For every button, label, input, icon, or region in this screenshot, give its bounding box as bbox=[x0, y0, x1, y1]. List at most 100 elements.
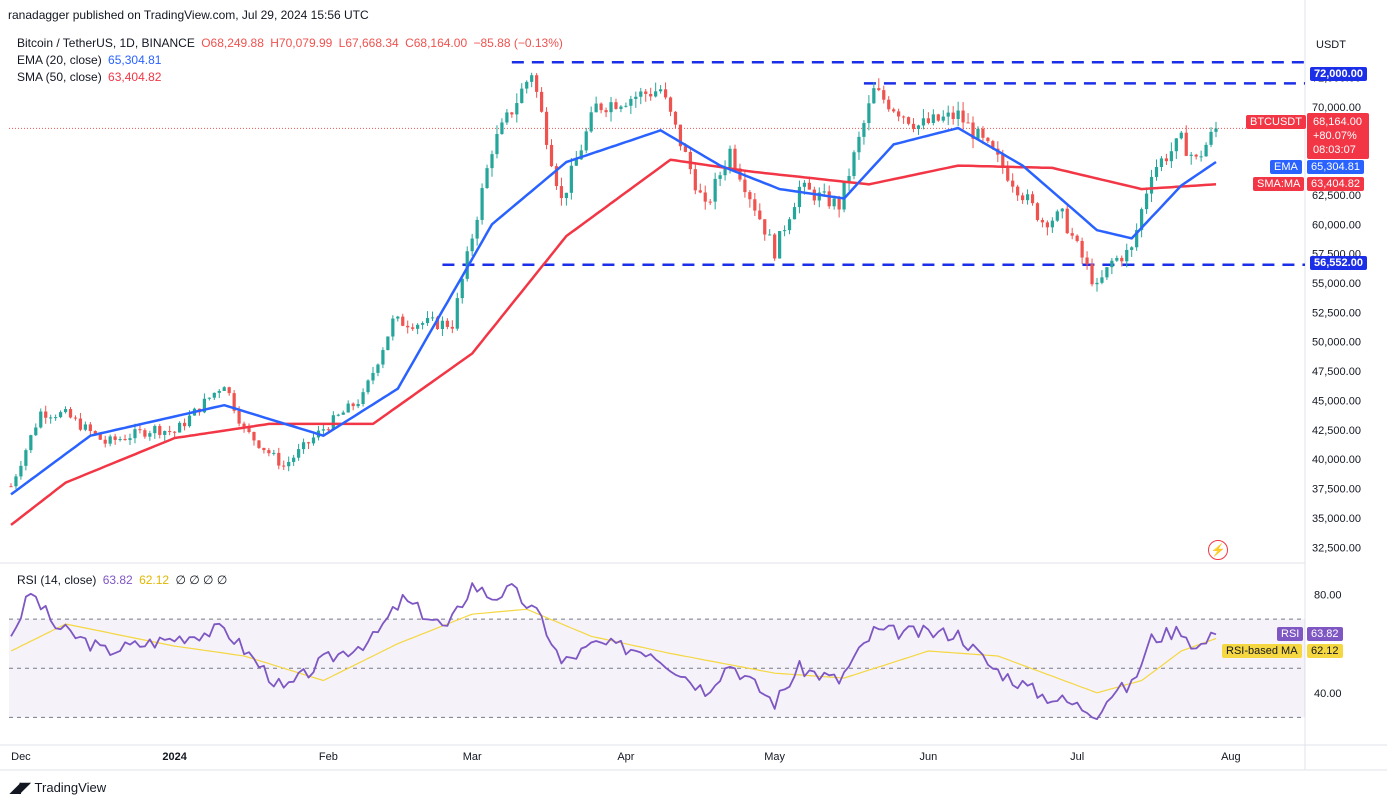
rsi-legend-extra: ∅ ∅ ∅ ∅ bbox=[175, 573, 228, 587]
candle-body bbox=[118, 439, 122, 441]
candle-body bbox=[981, 128, 985, 138]
time-tick-2: Feb bbox=[319, 751, 338, 763]
candle-body bbox=[926, 118, 930, 123]
btc-symbol-tag: BTCUSDT bbox=[1246, 115, 1306, 129]
rsi-legend[interactable]: RSI (14, close) 63.82 62.12 ∅ ∅ ∅ ∅ bbox=[17, 573, 227, 587]
candle-body bbox=[1055, 211, 1059, 221]
candle-body bbox=[1214, 128, 1218, 132]
candle-body bbox=[733, 148, 737, 169]
candle-body bbox=[658, 89, 663, 92]
candle-body bbox=[78, 418, 83, 430]
candle-body bbox=[544, 111, 549, 145]
candle-body bbox=[941, 116, 945, 121]
candle-body bbox=[341, 412, 345, 415]
candle-body bbox=[465, 251, 469, 279]
candle-body bbox=[505, 112, 509, 123]
candle-body bbox=[604, 110, 608, 113]
time-tick-4: Apr bbox=[617, 751, 634, 763]
candle-body bbox=[445, 320, 449, 327]
candle-body bbox=[148, 433, 152, 437]
candle-body bbox=[663, 89, 668, 98]
candle-body bbox=[475, 219, 479, 239]
candle-body bbox=[153, 426, 157, 434]
price-tick-1: 35,000.00 bbox=[1312, 513, 1361, 525]
candle-body bbox=[1035, 203, 1040, 220]
candle-body bbox=[1115, 257, 1119, 261]
currency-label[interactable]: USDT bbox=[1316, 39, 1346, 51]
candle-body bbox=[331, 415, 335, 430]
ema20-line bbox=[10, 126, 1217, 496]
candle-body bbox=[1075, 235, 1079, 241]
candle-body bbox=[753, 199, 757, 211]
candle-body bbox=[1154, 166, 1159, 177]
sma-tag-label: SMA:MA bbox=[1253, 177, 1305, 191]
candle-body bbox=[212, 392, 216, 398]
candle-body bbox=[138, 429, 142, 431]
candle-body bbox=[1184, 132, 1188, 156]
candle-body bbox=[133, 429, 137, 439]
candle-body bbox=[906, 117, 911, 124]
candle-body bbox=[1194, 154, 1198, 157]
candle-body bbox=[827, 191, 831, 207]
candle-body bbox=[763, 219, 767, 235]
candle-body bbox=[539, 91, 544, 112]
price-tick-3: 40,000.00 bbox=[1312, 454, 1361, 466]
candle-body bbox=[862, 123, 866, 137]
candle-body bbox=[351, 403, 355, 407]
candle-body bbox=[346, 403, 350, 413]
candle-body bbox=[782, 230, 787, 232]
rsi-line bbox=[10, 582, 1217, 720]
ema-tag-label: EMA bbox=[1270, 160, 1302, 174]
tradingview-logo[interactable]: ◢◤ TradingView bbox=[10, 779, 106, 796]
candle-body bbox=[778, 231, 782, 259]
candle-body bbox=[743, 179, 747, 193]
rsi-tag-value: 63.82 bbox=[1307, 627, 1343, 641]
candle-body bbox=[227, 387, 231, 394]
candle-body bbox=[123, 439, 127, 441]
candle-body bbox=[1095, 282, 1099, 285]
sma-legend[interactable]: SMA (50, close) 63,404.82 bbox=[17, 70, 161, 84]
candle-body bbox=[182, 422, 187, 427]
sma-legend-value: 63,404.82 bbox=[108, 70, 162, 84]
ohlc-change: −85.88 (−0.13%) bbox=[473, 36, 563, 50]
time-tick-3: Mar bbox=[463, 751, 482, 763]
candle-body bbox=[773, 234, 777, 259]
flash-icon[interactable]: ⚡ bbox=[1208, 540, 1228, 560]
candle-body bbox=[882, 90, 886, 100]
candle-body bbox=[1020, 195, 1025, 201]
candle-body bbox=[297, 449, 301, 458]
candle-body bbox=[758, 210, 762, 220]
symbol-legend: Bitcoin / TetherUS, 1D, BINANCE O68,249.… bbox=[17, 36, 563, 50]
candle-body bbox=[832, 198, 836, 207]
candle-body bbox=[257, 440, 261, 448]
symbol-name: Bitcoin / TetherUS, 1D, BINANCE bbox=[17, 36, 195, 50]
candle-body bbox=[1025, 194, 1030, 201]
candle-body bbox=[644, 91, 648, 94]
candle-body bbox=[58, 412, 63, 418]
candle-body bbox=[54, 417, 58, 419]
candle-body bbox=[391, 318, 395, 337]
candle-body bbox=[272, 452, 276, 454]
candle-body bbox=[971, 122, 975, 139]
ohlc-high: H70,079.99 bbox=[270, 36, 333, 50]
candle-body bbox=[921, 118, 926, 126]
candle-body bbox=[1030, 194, 1035, 204]
candle-body bbox=[1209, 131, 1213, 145]
candle-body bbox=[98, 434, 102, 440]
published-by: ranadagger published on TradingView.com,… bbox=[8, 8, 369, 22]
candle-body bbox=[872, 88, 876, 104]
candle-body bbox=[460, 278, 464, 299]
candle-body bbox=[619, 106, 623, 109]
candle-body bbox=[39, 411, 43, 428]
candle-body bbox=[430, 317, 435, 319]
candle-body bbox=[49, 417, 53, 419]
candle-body bbox=[103, 439, 107, 444]
price-tick-12: 62,500.00 bbox=[1312, 190, 1361, 202]
candle-body bbox=[247, 427, 251, 433]
candle-body bbox=[901, 116, 906, 118]
candle-body bbox=[470, 238, 474, 252]
candle-body bbox=[976, 128, 980, 139]
candle-body bbox=[63, 409, 68, 413]
ema-legend[interactable]: EMA (20, close) 65,304.81 bbox=[17, 53, 161, 67]
